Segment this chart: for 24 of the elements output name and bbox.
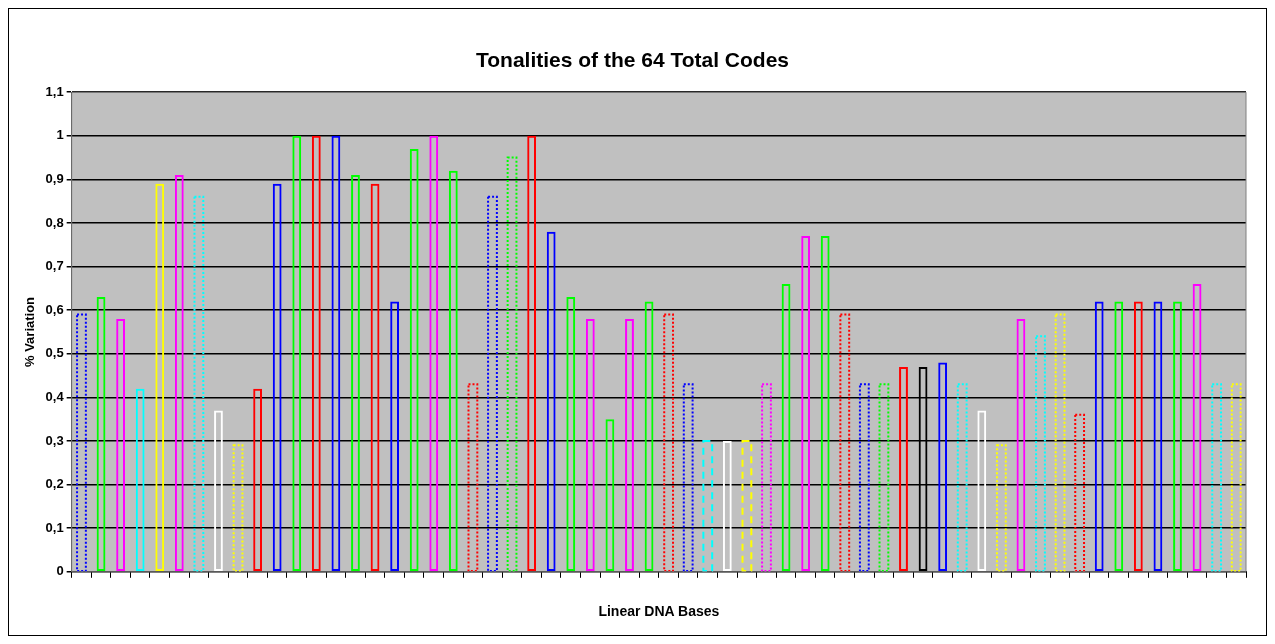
x-axis-title: Linear DNA Bases [598, 603, 720, 620]
bar [1074, 413, 1086, 573]
y-tick-label: 1 [56, 127, 64, 143]
y-tick-label: 0,8 [45, 214, 64, 230]
bar [839, 313, 851, 573]
bar [761, 383, 772, 573]
y-tick-label: 1,1 [45, 83, 64, 99]
y-tick-label: 0 [56, 563, 64, 579]
bar [487, 195, 498, 573]
y-tick-label: 0,4 [45, 388, 65, 404]
bar [682, 383, 694, 573]
y-tick-label: 0,9 [45, 170, 64, 186]
bar [76, 313, 87, 573]
chart-title: Tonalities of the 64 Total Codes [475, 48, 790, 72]
y-tick-label: 0,7 [45, 258, 64, 274]
bar [467, 383, 479, 573]
y-tick-label: 0,6 [45, 301, 64, 317]
y-axis-title: % Variation [22, 296, 38, 368]
y-tick-label: 0,5 [45, 345, 64, 361]
y-tick-label: 0,1 [45, 519, 64, 535]
y-tick-label: 0,2 [45, 476, 64, 492]
bar [858, 383, 870, 573]
y-tick-label: 0,3 [45, 432, 64, 448]
bar [663, 313, 675, 573]
